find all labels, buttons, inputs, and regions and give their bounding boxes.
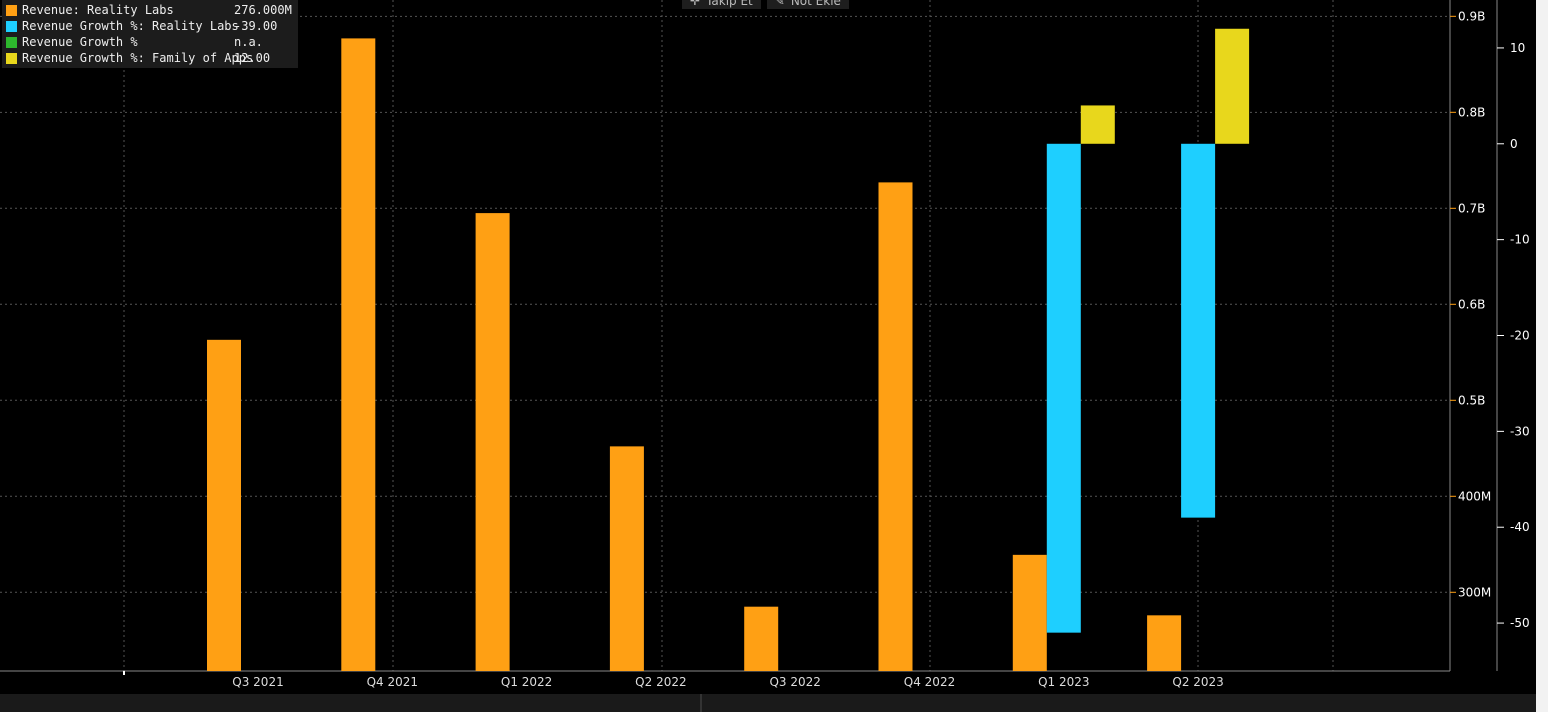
bar-growth-reality-labs <box>1046 143 1081 633</box>
legend-label: Revenue: Reality Labs <box>22 3 174 17</box>
bar-chart: Q3 2021 Q4 2021 Q1 2022 Q2 2022 Q3 2022 Q4 20… <box>0 0 1530 689</box>
y-tick-label: 0.5B <box>1458 393 1485 407</box>
y2-tick-label: 0 <box>1510 137 1518 151</box>
plus-icon: ✛ <box>690 0 701 8</box>
x-tick-label: Q2 2022 <box>635 675 686 689</box>
bar-revenue-reality-labs <box>1147 615 1182 671</box>
y2-tick-label: -30 <box>1510 424 1530 438</box>
follow-button-label: Takip Et <box>706 0 753 8</box>
x-tick-label: Q4 2022 <box>904 675 955 689</box>
y-tick-label: 0.6B <box>1458 297 1485 311</box>
y2-tick-label: 10 <box>1510 41 1525 55</box>
legend-value: n.a. <box>234 35 263 49</box>
add-note-button-label: Not Ekle <box>790 0 841 8</box>
bar-revenue-reality-labs <box>341 38 376 672</box>
x-tick-label: Q3 2021 <box>232 675 283 689</box>
bar-revenue-reality-labs <box>207 339 241 671</box>
window-edge <box>1536 0 1548 712</box>
legend-item[interactable]: Revenue Growth %: Family of Apps 12.00 <box>6 50 292 66</box>
y-tick-label: 0.9B <box>1458 9 1485 23</box>
bar-revenue-reality-labs <box>878 182 913 671</box>
legend-label: Revenue Growth %: Reality Labs <box>22 19 239 33</box>
legend-label: Revenue Growth %: Family of Apps <box>22 51 254 65</box>
legend-value: 276.000M <box>234 3 292 17</box>
y2-tick-label: -20 <box>1510 329 1530 343</box>
chart-legend: Revenue: Reality Labs 276.000M Revenue G… <box>2 0 298 68</box>
x-tick-label: Q4 2021 <box>367 675 418 689</box>
x-tick-label: Q1 2023 <box>1038 675 1089 689</box>
y2-tick-label: -10 <box>1510 233 1530 247</box>
chart-toolbar: ✛ Takip Et ✎ Not Ekle <box>682 0 849 9</box>
legend-value: -39.00 <box>234 19 278 33</box>
follow-button[interactable]: ✛ Takip Et <box>682 0 761 9</box>
bar-revenue-reality-labs <box>609 446 644 671</box>
legend-item[interactable]: Revenue Growth %: Reality Labs -39.00 <box>6 18 292 34</box>
legend-value: 12.00 <box>234 51 271 65</box>
bar-revenue-reality-labs <box>1012 554 1047 671</box>
legend-label: Revenue Growth % <box>22 35 138 49</box>
pencil-icon: ✎ <box>774 0 785 8</box>
x-tick-label: Q2 2023 <box>1172 675 1223 689</box>
bar-revenue-reality-labs <box>475 213 510 671</box>
y2-tick-label: -40 <box>1510 520 1530 534</box>
bottom-bar-divider <box>700 694 702 712</box>
bar-growth-reality-labs <box>1181 143 1216 518</box>
bottom-status-bar <box>0 694 1536 712</box>
y2-tick-label: -50 <box>1510 616 1530 630</box>
y-tick-label: 300M <box>1458 585 1491 599</box>
legend-swatch <box>6 52 17 64</box>
bar-growth-family-of-apps <box>1080 105 1115 144</box>
legend-swatch <box>6 20 17 32</box>
legend-swatch <box>6 36 17 48</box>
legend-swatch <box>6 4 17 16</box>
x-tick-label: Q3 2022 <box>769 675 820 689</box>
x-tick-label: Q1 2022 <box>501 675 552 689</box>
y-tick-label: 400M <box>1458 489 1491 503</box>
bar-growth-family-of-apps <box>1215 28 1250 144</box>
y-tick-label: 0.8B <box>1458 105 1485 119</box>
legend-item[interactable]: Revenue Growth % n.a. <box>6 34 292 50</box>
add-note-button[interactable]: ✎ Not Ekle <box>766 0 849 9</box>
legend-item[interactable]: Revenue: Reality Labs 276.000M <box>6 2 292 18</box>
y-tick-label: 0.7B <box>1458 201 1485 215</box>
bar-revenue-reality-labs <box>744 606 779 671</box>
